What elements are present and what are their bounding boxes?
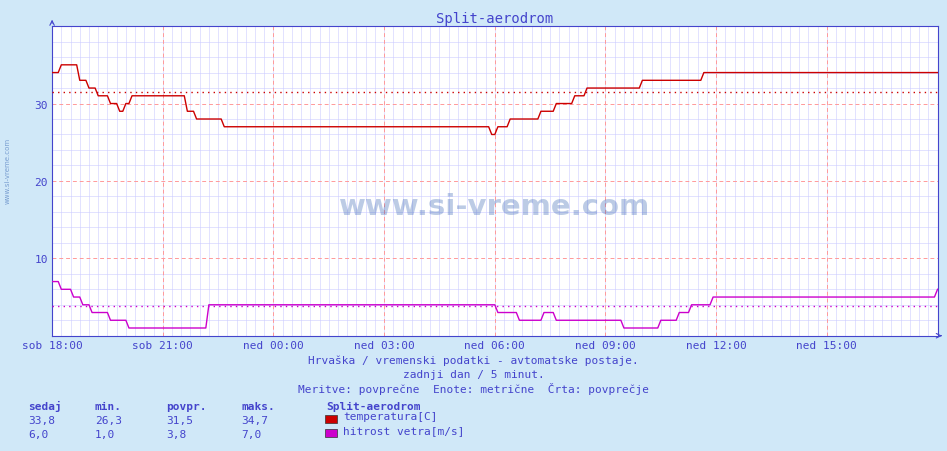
- Text: 6,0: 6,0: [28, 428, 48, 438]
- Text: 3,8: 3,8: [166, 428, 186, 438]
- Text: www.si-vreme.com: www.si-vreme.com: [339, 192, 651, 220]
- Text: zadnji dan / 5 minut.: zadnji dan / 5 minut.: [402, 369, 545, 379]
- Text: 34,7: 34,7: [241, 415, 269, 425]
- Text: Split-aerodrom: Split-aerodrom: [327, 401, 421, 411]
- Text: www.si-vreme.com: www.si-vreme.com: [5, 138, 10, 204]
- Text: 1,0: 1,0: [95, 428, 115, 438]
- Text: 31,5: 31,5: [166, 415, 193, 425]
- Text: 26,3: 26,3: [95, 415, 122, 425]
- Text: povpr.: povpr.: [166, 401, 206, 411]
- Text: Hrvaška / vremenski podatki - avtomatske postaje.: Hrvaška / vremenski podatki - avtomatske…: [308, 354, 639, 365]
- Text: temperatura[C]: temperatura[C]: [343, 411, 438, 421]
- Text: Meritve: povprečne  Enote: metrične  Črta: povprečje: Meritve: povprečne Enote: metrične Črta:…: [298, 382, 649, 394]
- Text: min.: min.: [95, 401, 122, 411]
- Title: Split-aerodrom: Split-aerodrom: [437, 12, 553, 26]
- Text: 33,8: 33,8: [28, 415, 56, 425]
- Text: hitrost vetra[m/s]: hitrost vetra[m/s]: [343, 425, 464, 435]
- Text: sedaj: sedaj: [28, 400, 63, 411]
- Text: maks.: maks.: [241, 401, 276, 411]
- Text: 7,0: 7,0: [241, 428, 261, 438]
